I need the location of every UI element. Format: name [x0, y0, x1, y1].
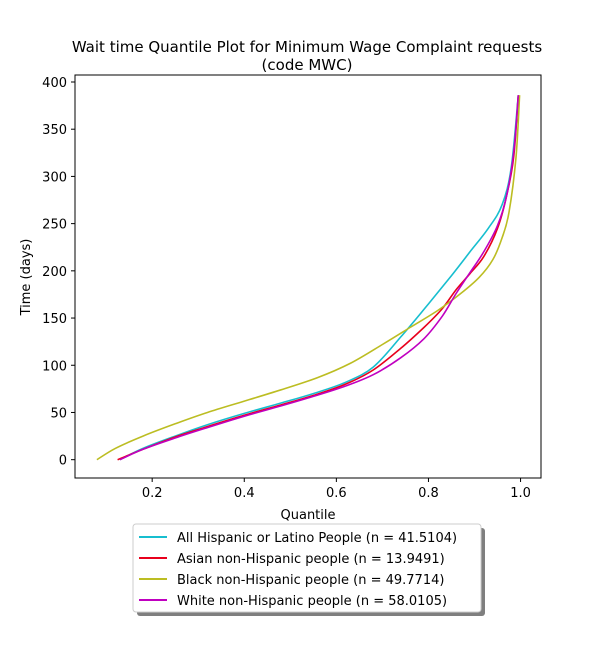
- chart-title-line-1: Wait time Quantile Plot for Minimum Wage…: [72, 38, 543, 56]
- y-tick-label: 300: [42, 170, 67, 185]
- chart-title-line-2: (code MWC): [262, 56, 353, 74]
- legend: All Hispanic or Latino People (n = 41.51…: [132, 523, 485, 616]
- y-tick-label: 50: [50, 406, 67, 421]
- x-tick-label: 0.4: [234, 486, 255, 501]
- series-line-4: [119, 95, 520, 461]
- x-tick-label: 0.8: [418, 486, 439, 501]
- legend-label-1: All Hispanic or Latino People (n = 41.51…: [177, 531, 457, 546]
- y-axis-label: Time (days): [19, 239, 34, 317]
- y-tick-label: 400: [42, 76, 67, 91]
- y-tick-label: 150: [42, 312, 67, 327]
- plot-lines: [96, 95, 521, 461]
- x-tick-label: 1.0: [510, 486, 531, 501]
- x-tick-label: 0.6: [326, 486, 347, 501]
- y-tick-label: 100: [42, 359, 67, 374]
- y-tick-label: 0: [59, 454, 67, 469]
- legend-label-4: White non-Hispanic people (n = 58.0105): [177, 594, 447, 609]
- y-tick-label: 350: [42, 123, 67, 138]
- x-axis-label: Quantile: [281, 508, 336, 523]
- legend-box: [132, 523, 482, 613]
- y-tick-label: 200: [42, 265, 67, 280]
- x-tick-label: 0.2: [142, 486, 163, 501]
- axis-ticks: 0.2 0.4 0.6 0.8 1.0 0 50 100 150 200 250 300 350 400: [42, 76, 531, 501]
- legend-label-3: Black non-Hispanic people (n = 49.7714): [177, 573, 444, 588]
- series-line-1: [119, 95, 520, 461]
- series-line-3: [96, 95, 521, 461]
- series-line-2: [117, 95, 520, 461]
- legend-label-2: Asian non-Hispanic people (n = 13.9491): [177, 552, 445, 567]
- y-tick-label: 250: [42, 218, 67, 233]
- plot-area-frame: [74, 74, 542, 479]
